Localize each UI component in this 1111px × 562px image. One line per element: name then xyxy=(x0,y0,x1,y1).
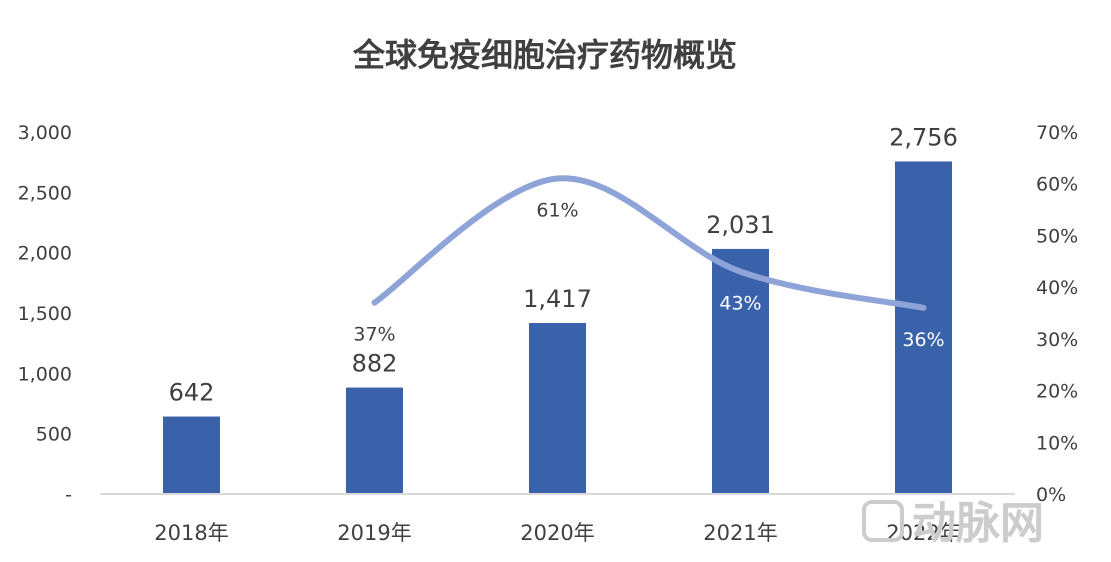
y-left-tick-label: 500 xyxy=(36,424,72,446)
y-right-tick-label: 20% xyxy=(1036,381,1078,403)
bar xyxy=(346,387,403,494)
bar-value-label: 2,031 xyxy=(706,211,775,239)
y-right-tick-label: 10% xyxy=(1036,432,1078,454)
y-left-tick-label: 3,000 xyxy=(18,122,72,144)
bar xyxy=(712,248,769,494)
watermark-logo-icon xyxy=(862,500,904,542)
y-left-tick-label: - xyxy=(65,484,72,506)
x-tick-label: 2021年 xyxy=(703,521,777,545)
x-tick-label: 2022年 xyxy=(886,521,960,545)
bar-value-label: 642 xyxy=(169,379,215,407)
y-right-tick-label: 60% xyxy=(1036,174,1078,196)
line-value-label: 61% xyxy=(536,200,578,222)
bar xyxy=(529,323,586,494)
bar-value-label: 882 xyxy=(352,350,398,378)
y-left-tick-label: 2,500 xyxy=(18,182,72,204)
x-tick-label: 2020年 xyxy=(520,521,594,545)
growth-line xyxy=(371,175,927,311)
bar-value-label: 2,756 xyxy=(889,123,958,151)
left-axis: - 500 1,000 1,500 2,000 2,500 3,000 xyxy=(18,122,72,506)
line-value-label: 37% xyxy=(353,324,395,346)
line-value-label: 43% xyxy=(719,293,761,315)
y-right-tick-label: 0% xyxy=(1036,484,1066,506)
x-tick-label: 2019年 xyxy=(337,521,411,545)
y-right-tick-label: 50% xyxy=(1036,225,1078,247)
y-right-tick-label: 40% xyxy=(1036,277,1078,299)
line-value-label: 36% xyxy=(902,329,944,351)
y-left-tick-label: 2,000 xyxy=(18,243,72,265)
bar xyxy=(163,416,220,494)
y-left-tick-label: 1,000 xyxy=(18,363,72,385)
y-right-tick-label: 30% xyxy=(1036,329,1078,351)
line-group xyxy=(371,175,927,311)
watermark-text: 动脉网 xyxy=(912,498,1044,549)
y-left-tick-label: 1,500 xyxy=(18,303,72,325)
x-axis: 2018年 2019年 2020年 2021年 2022年 xyxy=(100,493,1015,545)
bars-group xyxy=(163,161,952,494)
labels-group: 642 882 1,417 2,031 2,756 37% 61% 43% 36% xyxy=(169,123,958,406)
bar-value-label: 1,417 xyxy=(523,285,592,313)
right-axis: 0% 10% 20% 30% 40% 50% 60% 70% xyxy=(1036,122,1078,506)
watermark: 动脉网 xyxy=(862,498,1044,549)
x-tick-label: 2018年 xyxy=(154,521,228,545)
y-right-tick-label: 70% xyxy=(1036,122,1078,144)
chart-title: 全球免疫细胞治疗药物概览 xyxy=(352,36,737,74)
bar xyxy=(895,161,952,494)
